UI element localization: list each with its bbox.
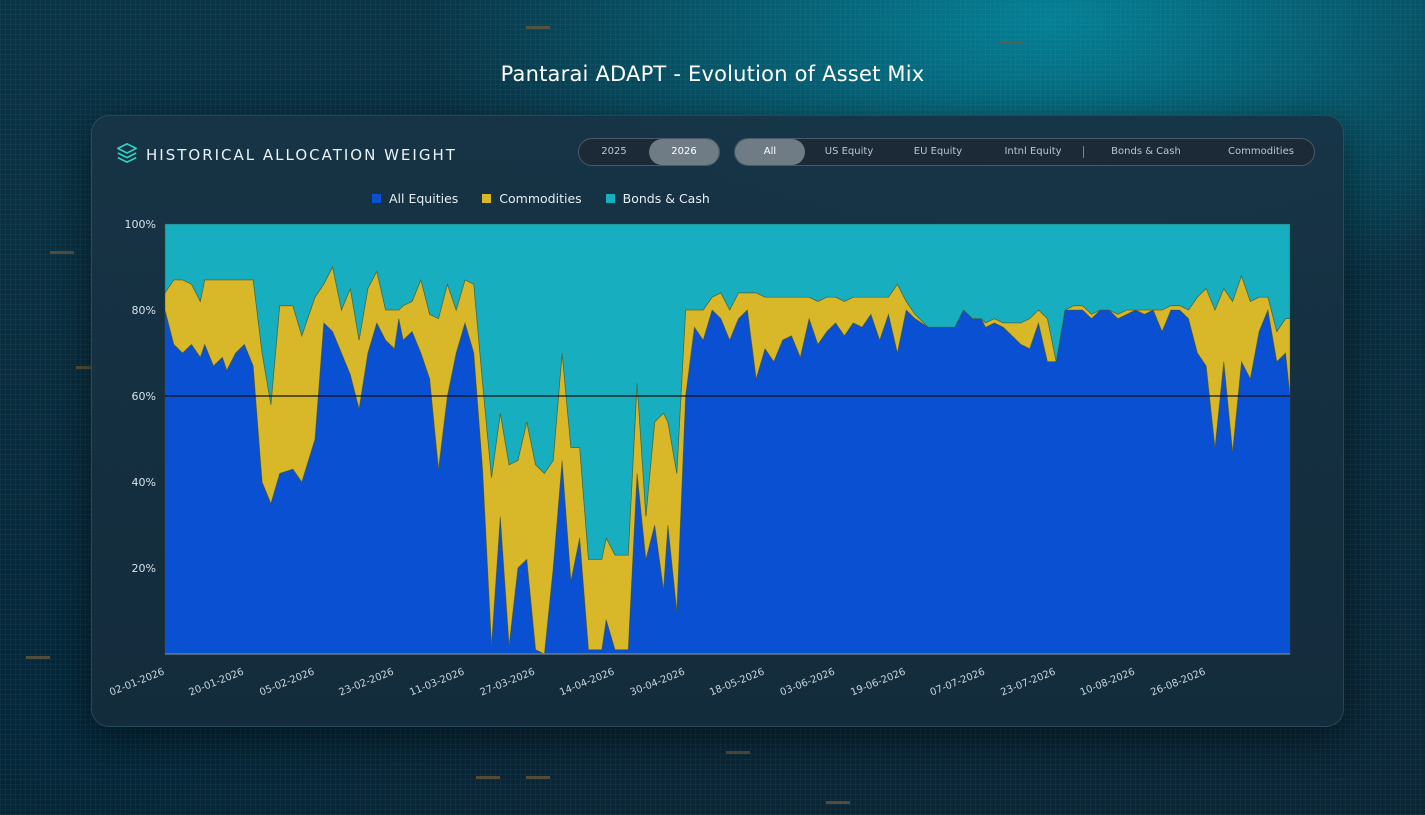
y-tick-label: 100% [125,218,156,231]
legend-swatch [482,194,492,203]
x-tick-label: 19-06-2026 [849,667,907,699]
x-tick-label: 07-07-2026 [929,667,987,699]
page-title: Pantarai ADAPT - Evolution of Asset Mix [500,62,925,86]
x-tick-label: 30-04-2026 [629,667,687,699]
allocation-area-chart: 20% 40% 60% 80% 100% 02-01-2026 20-01-2026 05-0… [108,218,1291,699]
year-selector: 2025 2026 [578,138,720,166]
y-tick-label: 20% [132,562,156,575]
tab-filter-eu-equity[interactable]: EU Equity [913,146,963,157]
legend-label: Bonds & Cash [622,191,710,206]
legend-item-equities[interactable]: All Equities [372,191,458,206]
tab-filter-commodities[interactable]: Commodities [1228,146,1294,157]
stacked-layers-icon [116,142,138,168]
x-tick-label: 23-02-2026 [338,667,396,699]
background-dash [50,251,74,254]
legend-swatch [605,194,615,203]
y-tick-label: 80% [132,304,156,317]
x-tick-label: 18-05-2026 [708,667,766,699]
legend-item-commodities[interactable]: Commodities [482,191,582,206]
y-tick-label: 60% [132,390,156,403]
y-tick-label: 40% [132,476,156,489]
tab-filter-us-equity[interactable]: US Equity [824,146,874,157]
background-dash [526,26,550,29]
x-tick-label: 14-04-2026 [558,667,616,699]
area-bonds-cash [164,223,1291,560]
background-dash [26,656,50,659]
legend-label: All Equities [389,191,459,206]
area-all-equities [164,308,1291,655]
tab-separator [1083,146,1084,158]
legend-swatch [372,194,381,203]
x-tick-label: 20-01-2026 [188,667,246,699]
card-title: HISTORICAL ALLOCATION WEIGHT [146,146,457,164]
x-tick-label: 05-02-2026 [258,667,316,699]
x-tick-label: 10-08-2026 [1079,667,1137,699]
background-dash [826,801,850,804]
tab-year-2026[interactable]: 2026 [649,139,719,165]
x-tick-label: 23-07-2026 [999,667,1057,699]
tab-filter-intnl-equity[interactable]: Intnl Equity [1004,146,1062,157]
background-dash [726,751,750,754]
tab-filter-all[interactable]: All [735,139,805,165]
background-dash [476,776,500,779]
background-dash [1000,41,1024,44]
x-tick-label: 11-03-2026 [408,667,466,699]
background-dash [526,776,550,779]
x-tick-label: 02-01-2026 [108,667,166,699]
legend-item-bonds-cash[interactable]: Bonds & Cash [605,191,710,206]
legend-label: Commodities [499,191,582,206]
asset-filter-selector: All US Equity EU Equity Intnl Equity Bon… [734,138,1315,166]
tab-year-2025[interactable]: 2025 [601,146,627,157]
x-tick-label: 26-08-2026 [1149,667,1207,699]
x-tick-label: 03-06-2026 [779,667,837,699]
chart-card: HISTORICAL ALLOCATION WEIGHT 2025 2026 A… [91,115,1344,727]
card-header: HISTORICAL ALLOCATION WEIGHT [116,142,457,168]
background-dash [76,366,100,369]
chart-legend: All Equities Commodities Bonds & Cash [372,191,710,206]
tab-filter-bonds-cash[interactable]: Bonds & Cash [1111,146,1181,157]
x-tick-label: 27-03-2026 [479,667,537,699]
